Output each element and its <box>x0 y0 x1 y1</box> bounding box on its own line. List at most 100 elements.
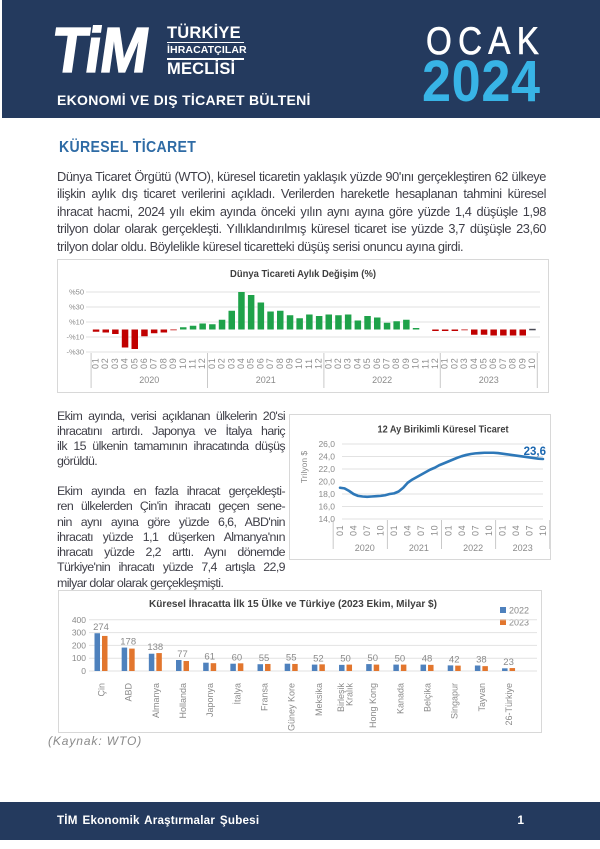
svg-text:06: 06 <box>139 357 149 369</box>
svg-text:10: 10 <box>178 357 188 369</box>
svg-text:-%30: -%30 <box>66 348 84 357</box>
svg-text:04: 04 <box>403 525 413 536</box>
svg-text:2021: 2021 <box>256 375 276 385</box>
svg-text:26-Türkiye: 26-Türkiye <box>504 683 514 726</box>
svg-text:55: 55 <box>286 653 297 664</box>
svg-text:48: 48 <box>422 654 433 665</box>
svg-text:11: 11 <box>304 358 314 369</box>
svg-text:Japonya: Japonya <box>205 683 215 717</box>
svg-text:ABD: ABD <box>124 683 134 702</box>
svg-text:-%10: -%10 <box>66 333 84 342</box>
svg-text:61: 61 <box>204 652 215 663</box>
svg-text:23,6: 23,6 <box>524 446 546 458</box>
svg-text:01: 01 <box>440 357 450 369</box>
svg-text:24,0: 24,0 <box>318 452 335 462</box>
svg-text:05: 05 <box>129 357 139 369</box>
svg-text:10: 10 <box>527 357 537 369</box>
svg-text:%10: %10 <box>69 318 84 327</box>
svg-text:Birleşik: Birleşik <box>336 683 346 713</box>
svg-text:%50: %50 <box>69 288 84 297</box>
svg-text:11: 11 <box>188 358 198 369</box>
svg-text:12: 12 <box>314 357 324 369</box>
svg-text:Hollanda: Hollanda <box>178 683 188 719</box>
svg-text:Kralık: Kralık <box>345 683 355 707</box>
svg-text:07: 07 <box>525 525 535 536</box>
svg-text:07: 07 <box>498 357 508 369</box>
svg-text:Güney Kore: Güney Kore <box>287 683 297 731</box>
svg-text:02: 02 <box>449 357 459 369</box>
svg-text:04: 04 <box>349 525 359 536</box>
svg-text:50: 50 <box>367 653 378 664</box>
svg-text:2022: 2022 <box>509 606 529 616</box>
svg-text:26,0: 26,0 <box>318 439 335 449</box>
svg-text:07: 07 <box>416 525 426 536</box>
svg-text:138: 138 <box>147 642 163 653</box>
svg-text:07: 07 <box>470 525 480 536</box>
svg-text:07: 07 <box>149 357 159 369</box>
svg-text:Belçika: Belçika <box>423 683 433 712</box>
svg-text:02: 02 <box>100 357 110 369</box>
svg-text:02: 02 <box>333 357 343 369</box>
svg-text:Küresel İhracatta İlk 15 Ülke: Küresel İhracatta İlk 15 Ülke ve Türkiye… <box>149 597 437 610</box>
svg-text:06: 06 <box>372 357 382 369</box>
svg-text:52: 52 <box>313 653 324 664</box>
svg-text:274: 274 <box>93 622 109 633</box>
svg-text:300: 300 <box>72 628 86 638</box>
svg-text:08: 08 <box>275 357 285 369</box>
svg-text:12: 12 <box>430 357 440 369</box>
svg-text:2022: 2022 <box>463 543 483 553</box>
svg-text:04: 04 <box>236 357 246 369</box>
svg-text:09: 09 <box>168 357 178 369</box>
svg-text:12 Ay Birikimli Küresel Ticare: 12 Ay Birikimli Küresel Ticaret <box>378 424 509 436</box>
svg-text:Tayvan: Tayvan <box>477 683 487 712</box>
svg-text:07: 07 <box>362 525 372 536</box>
svg-text:04: 04 <box>120 357 130 369</box>
svg-text:03: 03 <box>110 357 120 369</box>
svg-text:42: 42 <box>449 654 460 665</box>
svg-text:14,0: 14,0 <box>318 514 335 524</box>
svg-text:55: 55 <box>259 653 270 664</box>
svg-text:01: 01 <box>91 357 101 369</box>
svg-text:03: 03 <box>226 357 236 369</box>
svg-text:09: 09 <box>517 357 527 369</box>
svg-text:2023: 2023 <box>509 618 529 628</box>
svg-text:01: 01 <box>323 357 333 369</box>
svg-text:18,0: 18,0 <box>318 489 335 499</box>
svg-text:04: 04 <box>469 357 479 369</box>
svg-text:100: 100 <box>72 653 86 663</box>
svg-text:2020: 2020 <box>355 543 375 553</box>
svg-text:03: 03 <box>343 357 353 369</box>
svg-text:10: 10 <box>411 357 421 369</box>
svg-text:05: 05 <box>246 357 256 369</box>
svg-text:10: 10 <box>430 525 440 536</box>
svg-text:16,0: 16,0 <box>318 502 335 512</box>
svg-text:06: 06 <box>255 357 265 369</box>
svg-text:01: 01 <box>335 525 345 536</box>
svg-text:200: 200 <box>72 640 86 650</box>
svg-text:08: 08 <box>158 357 168 369</box>
svg-text:01: 01 <box>207 357 217 369</box>
svg-text:Trilyon $: Trilyon $ <box>299 451 309 484</box>
svg-text:%30: %30 <box>69 303 84 312</box>
svg-text:12: 12 <box>197 357 207 369</box>
svg-text:11: 11 <box>420 358 430 369</box>
svg-text:07: 07 <box>265 357 275 369</box>
svg-text:04: 04 <box>511 525 521 536</box>
svg-text:05: 05 <box>479 357 489 369</box>
svg-text:04: 04 <box>457 525 467 536</box>
svg-text:50: 50 <box>395 654 406 665</box>
svg-text:06: 06 <box>488 357 498 369</box>
svg-text:77: 77 <box>177 649 188 660</box>
svg-text:Çin: Çin <box>97 683 107 697</box>
svg-text:01: 01 <box>497 525 507 536</box>
svg-text:İtalya: İtalya <box>232 683 242 705</box>
svg-text:38: 38 <box>476 655 487 666</box>
svg-text:60: 60 <box>232 652 243 663</box>
svg-text:10: 10 <box>376 525 386 536</box>
svg-text:Singapur: Singapur <box>450 683 460 719</box>
svg-text:2022: 2022 <box>372 375 392 385</box>
svg-text:08: 08 <box>391 357 401 369</box>
svg-text:50: 50 <box>340 654 351 665</box>
svg-text:2023: 2023 <box>513 543 533 553</box>
svg-text:Fransa: Fransa <box>260 683 270 711</box>
